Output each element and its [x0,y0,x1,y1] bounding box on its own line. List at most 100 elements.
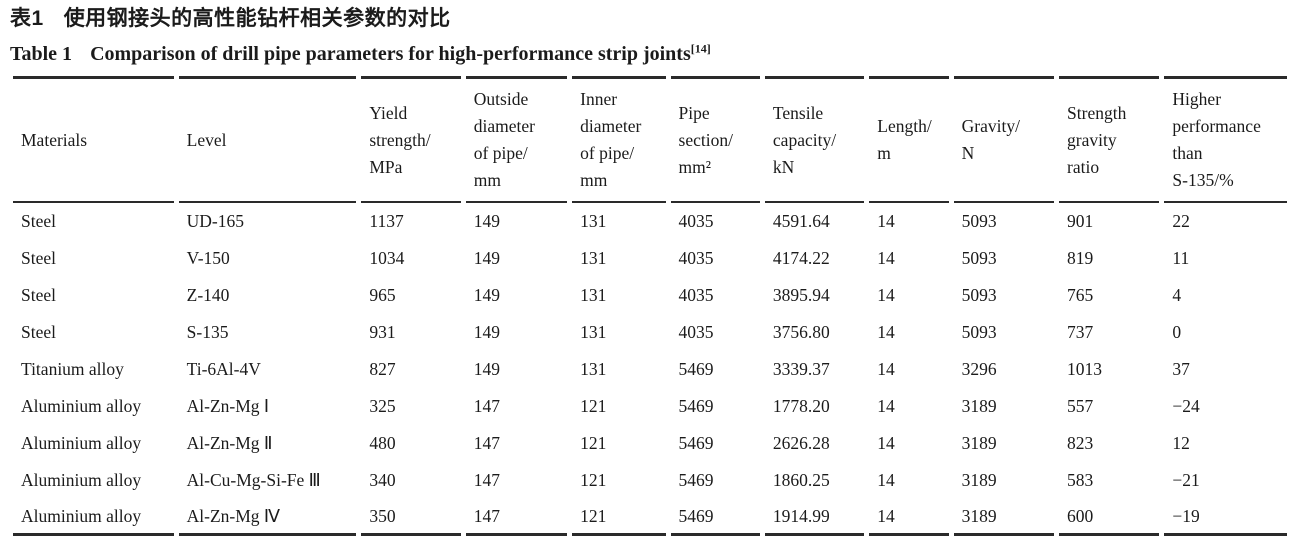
table-cell-5-6: 1778.20 [772,396,830,416]
table-cell-3-6: 3756.80 [772,322,830,342]
column-header-4: Inner diameter of pipe/ mm [572,76,666,203]
column-header-6: Tensile capacity/ kN [764,76,865,203]
column-header-9: Strength gravity ratio [1059,76,1160,203]
table-row: Steel S-135 931 149 131 4035 3756.80 14 5093 737 0 [13,314,1287,351]
table-cell-5-5: 5469 [678,396,714,416]
table-cell-4-1: Ti-6Al-4V [186,359,261,379]
table-title-zh-text: 使用钢接头的高性能钻杆相关参数的对比 [63,7,451,30]
table-row: Aluminium alloy Al-Zn-Mg Ⅰ 325 147 121 5469 17… [13,388,1287,425]
table-cell-3-7: 14 [877,322,895,342]
table-row: Aluminium alloy Al-Zn-Mg Ⅱ 480 147 121 5469 26… [13,425,1287,462]
table-cell-2-2: 965 [369,285,396,305]
table-cell-2-0: Steel [21,285,56,305]
table-cell-8-2: 350 [361,499,461,536]
table-title-english: Table 1 Comparison of drill pipe paramete… [0,32,1301,67]
table-cell-5-1: Al-Zn-Mg Ⅰ [186,396,270,416]
table-cell-2-10: 4 [1172,285,1182,305]
table-cell-8-9: 600 [1059,499,1160,536]
table-cell-7-3: 147 [473,470,501,490]
table-body: Steel UD-165 1137 149 131 4035 4591.64 14 5093 90… [13,203,1287,536]
table-cell-1-5: 4035 [678,248,714,268]
column-header-10: Higher performance than S-135/% [1164,76,1287,203]
table-cell-3-3: 149 [473,322,501,342]
table-row: Steel Z-140 965 149 131 4035 3895.94 14 5093 765 4 [13,277,1287,314]
table-cell-2-3: 149 [473,285,501,305]
table-cell-0-9: 901 [1067,211,1094,231]
table-cell-8-8: 3189 [953,499,1055,536]
table-cell-6-7: 14 [877,433,895,453]
table-row: Titanium alloy Ti-6Al-4V 827 149 131 5469 3339… [13,351,1287,388]
table-cell-7-5: 5469 [678,470,714,490]
table-cell-6-3: 147 [473,433,501,453]
table-number-en: Table 1 [10,43,73,65]
table-cell-5-8: 3189 [961,396,997,416]
table-cell-0-1: UD-165 [186,211,245,231]
table-cell-0-7: 14 [877,211,895,231]
table-cell-4-5: 5469 [678,359,714,379]
table-cell-6-0: Aluminium alloy [21,433,142,453]
table-cell-8-4: 121 [572,499,666,536]
table-cell-4-10: 37 [1172,359,1190,379]
table-cell-3-1: S-135 [186,322,229,342]
table-cell-7-0: Aluminium alloy [21,470,142,490]
table-cell-6-9: 823 [1067,433,1094,453]
table-cell-3-0: Steel [21,322,56,342]
table-cell-0-10: 22 [1172,211,1190,231]
table-cell-1-8: 5093 [961,248,997,268]
table-row: Aluminium alloy Al-Zn-Mg Ⅳ 350 147 121 5469 19… [13,499,1287,536]
citation-superscript: [14] [690,41,711,56]
table-cell-3-9: 737 [1067,322,1094,342]
table-cell-5-0: Aluminium alloy [21,396,142,416]
column-header-8: Gravity/ N [953,76,1055,203]
table-cell-5-3: 147 [473,396,501,416]
table-cell-4-3: 149 [473,359,501,379]
table-cell-7-2: 340 [369,470,396,490]
table-cell-8-0: Aluminium alloy [13,499,174,536]
table-cell-7-6: 1860.25 [772,470,830,490]
table-cell-0-8: 5093 [961,211,997,231]
table-cell-0-6: 4591.64 [772,211,830,231]
table-cell-3-2: 931 [369,322,396,342]
table-cell-8-6: 1914.99 [764,499,865,536]
table-cell-0-2: 1137 [369,211,404,231]
column-header-1: Level [178,76,357,203]
table-cell-4-2: 827 [369,359,396,379]
table-cell-6-8: 3189 [961,433,997,453]
table-cell-5-9: 557 [1067,396,1094,416]
table-cell-2-8: 5093 [961,285,997,305]
table-cell-7-8: 3189 [961,470,997,490]
table-cell-1-4: 131 [580,248,607,268]
table-number-zh: 表1 [10,7,44,30]
column-header-5: Pipe section/ mm² [670,76,760,203]
table-cell-0-3: 149 [473,211,501,231]
table-cell-1-6: 4174.22 [772,248,830,268]
table-cell-6-5: 5469 [678,433,714,453]
table-header: Materials Level Yield strength/ MPa Outside… [13,76,1287,203]
table-cell-5-7: 14 [877,396,895,416]
table-cell-1-10: 11 [1172,248,1190,268]
table-cell-2-6: 3895.94 [772,285,830,305]
table-cell-3-5: 4035 [678,322,714,342]
table-cell-3-8: 5093 [961,322,997,342]
table-cell-5-2: 325 [369,396,396,416]
table-cell-6-2: 480 [369,433,396,453]
table-title-chinese: 表1 使用钢接头的高性能钻杆相关参数的对比 [0,0,1301,32]
column-header-2: Yield strength/ MPa [361,76,461,203]
table-cell-0-0: Steel [21,211,56,231]
column-header-3: Outside diameter of pipe/ mm [465,76,568,203]
header-row: Materials Level Yield strength/ MPa Outside… [13,76,1287,203]
table-cell-2-4: 131 [580,285,607,305]
table-cell-5-4: 121 [580,396,607,416]
table-cell-2-7: 14 [877,285,895,305]
table-cell-3-4: 131 [580,322,607,342]
table-cell-2-5: 4035 [678,285,714,305]
table-cell-0-4: 131 [580,211,607,231]
table-row: Aluminium alloy Al-Cu-Mg-Si-Fe Ⅲ 340 147 121… [13,462,1287,499]
table-cell-1-3: 149 [473,248,501,268]
table-cell-1-1: V-150 [186,248,230,268]
column-header-0: Materials [13,76,174,203]
parameters-table: Materials Level Yield strength/ MPa Outside… [8,76,1292,536]
table-cell-6-1: Al-Zn-Mg Ⅱ [186,433,273,453]
table-cell-5-10: −24 [1172,396,1200,416]
